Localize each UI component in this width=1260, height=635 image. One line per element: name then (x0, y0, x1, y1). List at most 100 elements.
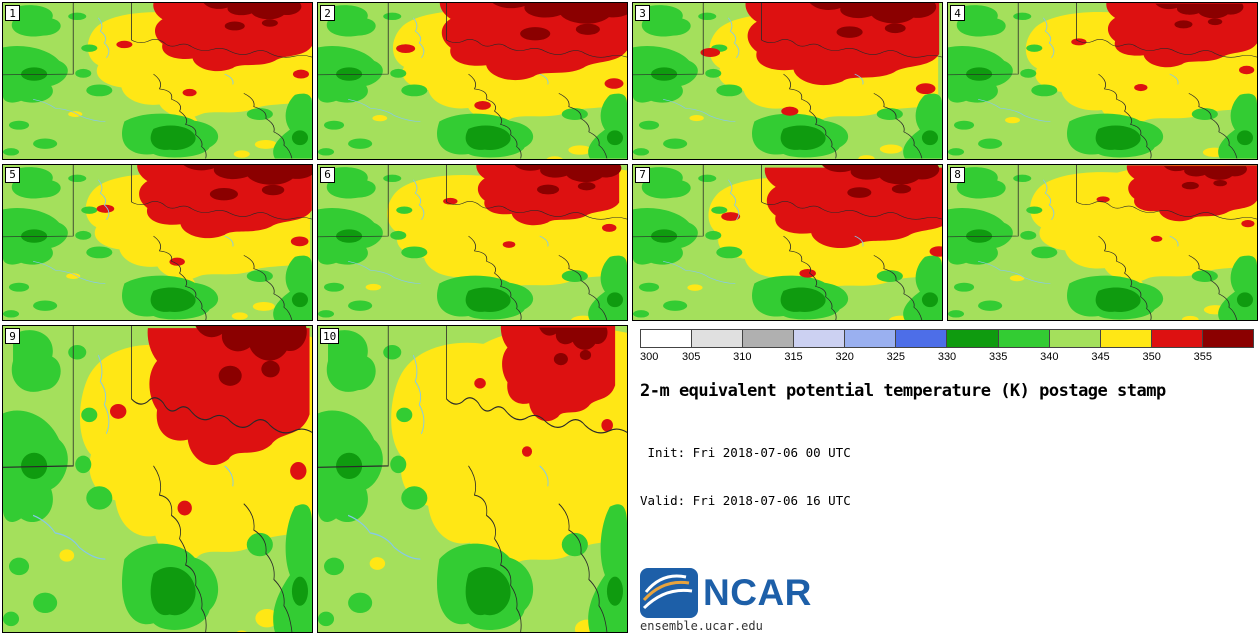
river-lines (977, 179, 1179, 284)
theta-e-355-plus-region (183, 164, 312, 200)
river-lines (347, 179, 549, 284)
colorbar-segment (997, 330, 1049, 347)
theta-e-355-plus-region (203, 3, 302, 31)
theta-e-355-plus-region (539, 327, 608, 366)
init-time-label: Init: Fri 2018-07-06 00 UTC (640, 444, 851, 460)
colorbar-segment (641, 330, 692, 347)
colorbar-tick-label: 335 (988, 351, 1008, 363)
theta-e-355-plus-region (822, 164, 940, 198)
plot-title: 2-m equivalent potential temperature (K)… (640, 381, 1166, 401)
colorbar-tick-label: 355 (1193, 351, 1213, 363)
theta-e-330-335-region (336, 67, 623, 150)
ensemble-member-map: 7 (632, 163, 943, 321)
state-border-lines (318, 326, 627, 632)
valid-time-label: Valid: Fri 2018-07-06 16 UTC (640, 493, 851, 509)
colorbar-segment (1201, 330, 1253, 347)
colorbar-tick-label: 320 (835, 351, 854, 363)
member-number-label: 8 (950, 166, 965, 183)
state-border-lines (3, 326, 312, 632)
theta-e-330-335-region (336, 228, 623, 312)
ensemble-member-map: 4 (947, 2, 1258, 160)
member-map-svg (318, 164, 627, 320)
theta-e-330-335-region (651, 228, 938, 312)
colorbar-tick-label: 305 (681, 351, 701, 363)
ensemble-member-map: 8 (947, 163, 1258, 321)
member-number-label: 7 (635, 166, 650, 183)
theta-e-355-plus-region (492, 3, 627, 41)
colorbar-segment (1150, 330, 1202, 347)
member-number-label: 4 (950, 5, 965, 21)
river-lines (662, 17, 864, 122)
theta-e-330-335-region (651, 67, 938, 150)
colorbar-tick-label: 345 (1091, 351, 1110, 363)
theta-e-330-335-region (336, 452, 623, 616)
ensemble-member-map: 3 (632, 2, 943, 160)
state-border-lines (318, 3, 627, 159)
member-number-label: 3 (635, 5, 650, 21)
theta-e-330-335-region (21, 67, 308, 150)
member-map-svg (3, 326, 312, 632)
member-map-svg (3, 3, 312, 159)
river-lines (32, 354, 234, 560)
theta-e-355-plus-region (809, 3, 937, 38)
colorbar-segment (946, 330, 998, 347)
legend-panel: 300 305 310 315 320 325 330 335 340 345 350 355 2-m… (632, 325, 1258, 633)
member-number-label: 6 (320, 166, 335, 183)
colorbar-tick-label: 310 (733, 351, 752, 363)
website-url: ensemble.ucar.edu (640, 619, 763, 633)
colorbar (640, 329, 1254, 348)
colorbar-tick-label: 350 (1142, 351, 1161, 363)
state-border-lines (318, 164, 627, 320)
river-lines (347, 17, 549, 122)
member-map-svg (3, 164, 312, 320)
theta-e-330-335-region (966, 228, 1253, 312)
member-map-svg (318, 326, 627, 632)
ncar-logo-text: NCAR (703, 572, 812, 613)
member-number-label: 2 (320, 5, 335, 21)
state-border-lines (3, 3, 312, 159)
colorbar-tick-label: 325 (886, 351, 906, 363)
theta-e-335-340-region (633, 166, 942, 320)
state-border-lines (633, 3, 942, 159)
colorbar-segment (691, 330, 743, 347)
theta-e-355-plus-region (195, 326, 307, 386)
ncar-logo: NCAR (640, 568, 1254, 618)
river-lines (32, 17, 234, 122)
colorbar-segment (1099, 330, 1151, 347)
member-map-svg (948, 164, 1257, 320)
colorbar-segment (844, 330, 896, 347)
colorbar-segment (1048, 330, 1100, 347)
ncar-logo-icon (640, 568, 698, 618)
ensemble-member-map: 6 (317, 163, 628, 321)
river-lines (662, 179, 864, 284)
river-lines (32, 179, 234, 284)
colorbar-tick-label: 340 (1040, 351, 1059, 363)
river-lines (347, 354, 549, 560)
colorbar-segment (895, 330, 947, 347)
colorbar-segment (742, 330, 794, 347)
member-map-svg (633, 3, 942, 159)
ensemble-member-map: 2 (317, 2, 628, 160)
theta-e-355-plus-region (514, 164, 622, 194)
colorbar-segment (793, 330, 845, 347)
member-number-label: 10 (320, 328, 340, 344)
state-border-lines (633, 164, 942, 320)
theta-e-355-plus-region (1155, 3, 1244, 29)
theta-e-350-355-region (700, 3, 940, 116)
member-map-svg (318, 3, 627, 159)
theta-e-330-335-region (21, 452, 308, 616)
member-number-label: 5 (5, 166, 20, 183)
ensemble-member-map: 1 (2, 2, 313, 160)
member-map-svg (633, 164, 942, 320)
theta-e-335-340-region (633, 5, 942, 159)
colorbar-tick-labels: 300 305 310 315 320 325 330 335 340 345 350 355 (640, 351, 1254, 366)
state-border-lines (948, 164, 1257, 320)
colorbar-tick-label: 315 (784, 351, 803, 363)
member-map-svg (948, 3, 1257, 159)
theta-e-330-335-region (966, 67, 1253, 150)
member-number-label: 1 (5, 5, 20, 21)
ensemble-member-map: 10 (317, 325, 628, 633)
init-valid-times: Init: Fri 2018-07-06 00 UTC Valid: Fri 2… (640, 412, 1254, 542)
ensemble-member-map: 9 (2, 325, 313, 633)
